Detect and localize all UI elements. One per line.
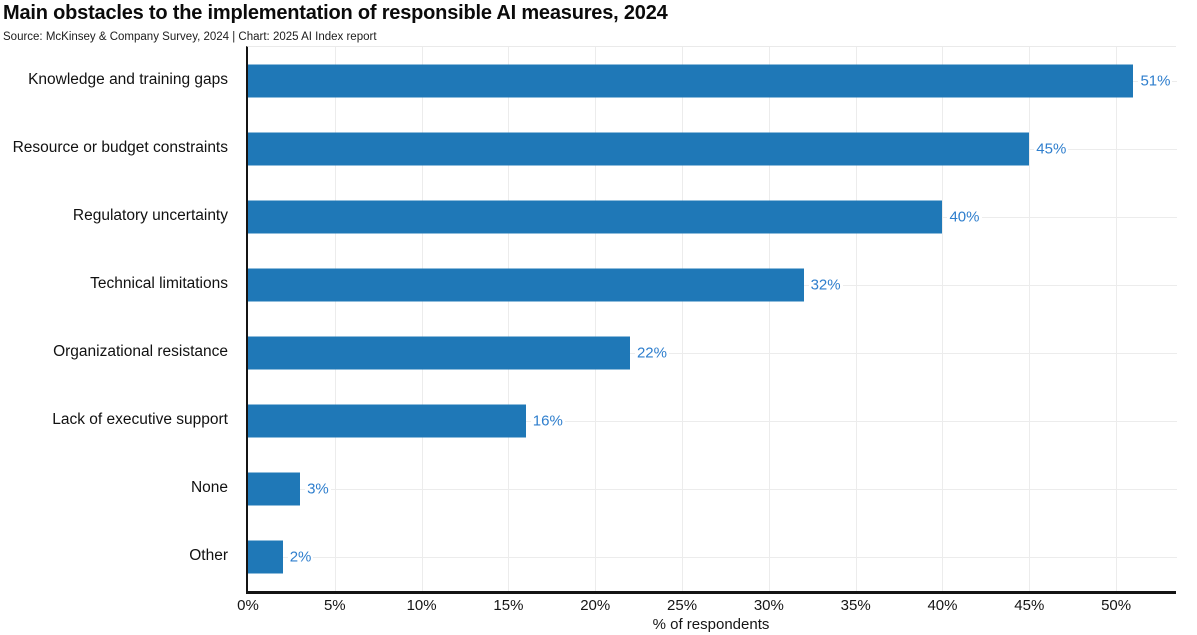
row-gridline — [248, 421, 1177, 422]
category-label: Resource or budget constraints — [12, 139, 228, 156]
bar-value-label: 32% — [808, 276, 843, 294]
x-gridline — [942, 47, 944, 591]
x-tick-label: 15% — [493, 597, 524, 614]
bar-row: 16% — [248, 387, 1177, 455]
bar-value-label: 16% — [530, 412, 565, 430]
bar-value-label: 45% — [1034, 140, 1069, 158]
bar-row: 22% — [248, 319, 1177, 387]
bar — [248, 336, 630, 370]
x-tick-label: 35% — [840, 597, 871, 614]
bar-row: 51% — [248, 47, 1177, 115]
category-label: Technical limitations — [90, 275, 228, 292]
bar-value-label: 40% — [947, 208, 982, 226]
x-tick-label: 40% — [927, 597, 958, 614]
bar-row: 32% — [248, 251, 1177, 319]
x-gridline — [768, 47, 770, 591]
x-gridline — [595, 47, 597, 591]
bar — [248, 404, 526, 438]
category-label: Knowledge and training gaps — [28, 71, 228, 88]
bar-value-label: 3% — [305, 480, 331, 498]
bar-row: 45% — [248, 115, 1177, 183]
bar-value-label: 2% — [287, 548, 314, 566]
category-label: Lack of executive support — [52, 411, 228, 428]
category-axis: Knowledge and training gaps Resource or b… — [0, 46, 237, 590]
row-gridline — [248, 353, 1177, 354]
category-label: Regulatory uncertainty — [72, 207, 228, 224]
row-gridline — [248, 489, 1177, 490]
row-gridline — [248, 557, 1177, 558]
bar — [248, 200, 943, 234]
bar — [248, 132, 1030, 166]
chart-title: Main obstacles to the implementation of … — [3, 2, 668, 24]
bar-row: 2% — [248, 523, 1177, 591]
bar-value-label: 22% — [634, 344, 669, 362]
category-label: Organizational resistance — [53, 343, 228, 360]
x-tick-label: 0% — [237, 597, 259, 614]
bar — [248, 540, 283, 574]
x-tick-label: 5% — [323, 597, 346, 614]
x-tick-label: 45% — [1014, 597, 1045, 614]
category-label: Other — [189, 547, 228, 564]
x-tick-label: 20% — [580, 597, 611, 614]
bar — [248, 472, 301, 506]
bar-value-label: 51% — [1138, 72, 1173, 90]
bar — [248, 64, 1134, 98]
category-label: None — [190, 479, 228, 496]
bar — [248, 268, 804, 302]
x-tick-label: 10% — [406, 597, 437, 614]
x-gridline — [334, 47, 336, 591]
x-gridline — [682, 47, 684, 591]
x-tick-label: 50% — [1101, 597, 1132, 614]
x-gridline — [508, 47, 510, 591]
x-gridline — [1029, 47, 1031, 591]
x-gridline — [1116, 47, 1118, 591]
bar-row: 40% — [248, 183, 1177, 251]
x-tick-label: 25% — [667, 597, 698, 614]
x-gridline — [421, 47, 423, 591]
plot-area: 51% 45% 40% 32% 22% 16% 3% 2% — [246, 46, 1177, 594]
x-gridline — [855, 47, 857, 591]
bar-row: 3% — [248, 455, 1177, 523]
chart-source: Source: McKinsey & Company Survey, 2024 … — [3, 31, 377, 43]
x-axis-title: % of respondents — [652, 616, 770, 633]
x-tick-label: 30% — [753, 597, 784, 614]
